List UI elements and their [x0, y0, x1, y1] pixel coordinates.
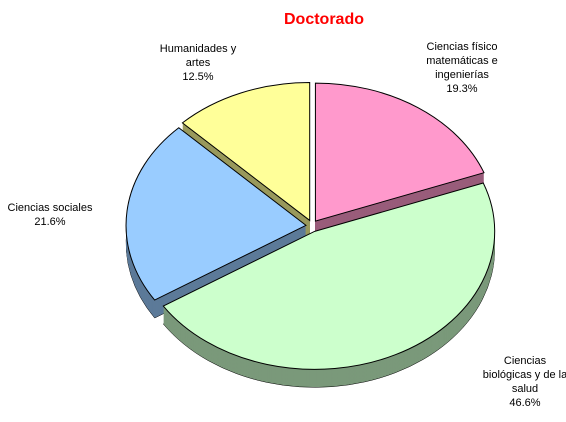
chart-title: Doctorado — [284, 11, 364, 28]
value-label: 21.6% — [34, 216, 65, 228]
slice — [314, 82, 485, 222]
value-label: 46.6% — [509, 397, 540, 409]
value-label: 12.5% — [182, 71, 213, 83]
value-label: 19.3% — [446, 83, 477, 95]
category-label: Humanidades y artes — [160, 43, 237, 69]
slice — [181, 81, 311, 222]
category-label: Ciencias sociales — [8, 202, 93, 214]
slice — [125, 127, 307, 301]
category-label: Ciencias biológicas y de la salud — [483, 355, 566, 395]
slice — [162, 182, 496, 370]
category-label: Ciencias físico matemáticas e ingenierías — [426, 41, 498, 81]
